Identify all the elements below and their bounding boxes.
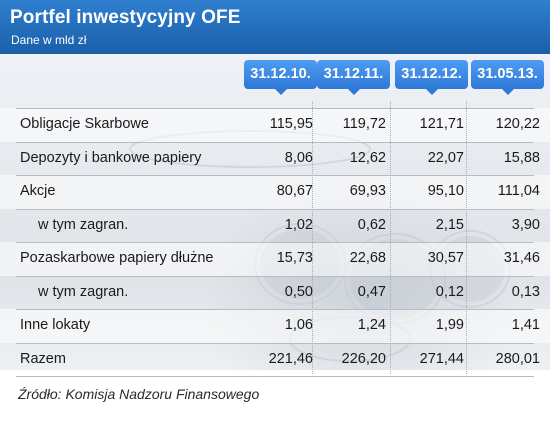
- table-cell: 221,46: [268, 350, 313, 367]
- table-cell: 0,13: [511, 283, 540, 300]
- table-cell: 119,72: [342, 116, 386, 132]
- table-cell: 280,01: [495, 350, 540, 367]
- table-cell: 0,12: [435, 283, 464, 300]
- column-separator: [390, 101, 391, 374]
- table-cell: 80,67: [276, 183, 313, 199]
- row-label: w tym zagran.: [38, 216, 129, 233]
- row-divider: [16, 208, 534, 210]
- row-divider: [16, 242, 534, 243]
- table-cell: 1,06: [284, 317, 313, 333]
- table-cell: 226,20: [341, 350, 386, 367]
- row-label: Pozaskarbowe papiery dłużne: [20, 250, 214, 266]
- table-cell: 22,07: [427, 149, 464, 166]
- chart-title: Portfel inwestycyjny OFE: [10, 7, 241, 28]
- table-cell: 12,62: [349, 149, 386, 166]
- row-label: Inne lokaty: [20, 317, 91, 333]
- row-band: [0, 242, 550, 276]
- table-cell: 0,47: [357, 283, 386, 300]
- table-cell: 8,06: [284, 149, 313, 166]
- table-cell: 22,68: [349, 250, 386, 266]
- row-divider: [16, 141, 534, 143]
- row-divider: [16, 342, 534, 344]
- table-cell: 69,93: [349, 183, 386, 199]
- row-band: [0, 309, 550, 343]
- column-header-label: 31.12.12.: [401, 66, 462, 82]
- column-separator: [312, 101, 313, 374]
- table-cell: 0,62: [357, 216, 386, 233]
- pointer-arrow: [275, 89, 287, 95]
- table-cell: 1,02: [284, 216, 313, 233]
- table-cell: 31,46: [503, 250, 540, 266]
- column-header-label: 31.12.11.: [323, 66, 384, 82]
- column-header: 31.12.12.: [395, 60, 468, 95]
- pointer-arrow: [426, 89, 438, 95]
- header-bar: Portfel inwestycyjny OFE Dane w mld zł: [0, 0, 550, 54]
- table-cell: 120,22: [495, 116, 540, 132]
- row-label: Depozyty i bankowe papiery: [20, 149, 202, 166]
- table-cell: 1,24: [357, 317, 386, 333]
- table-cell: 271,44: [419, 350, 464, 367]
- table-cell: 121,71: [419, 116, 464, 132]
- pointer-arrow: [348, 89, 360, 95]
- chart-subtitle: Dane w mld zł: [11, 33, 87, 47]
- table-cell: 15,88: [503, 149, 540, 166]
- column-header: 31.12.11.: [317, 60, 390, 95]
- source-note: Źródło: Komisja Nadzoru Finansowego: [18, 386, 260, 402]
- row-band: [0, 108, 550, 142]
- row-label: Razem: [20, 350, 66, 367]
- table-cell: 1,99: [435, 317, 464, 333]
- table-cell: 0,50: [284, 283, 313, 300]
- row-divider: [16, 309, 534, 310]
- column-header-label: 31.12.10.: [250, 66, 311, 82]
- table-cell: 95,10: [427, 183, 464, 199]
- table-cell: 1,41: [511, 317, 540, 333]
- column-header-label: 31.05.13.: [477, 66, 538, 82]
- row-band: [0, 175, 550, 209]
- column-header: 31.12.10.: [244, 60, 317, 95]
- row-divider: [16, 376, 534, 377]
- column-header: 31.05.13.: [471, 60, 544, 95]
- row-label: w tym zagran.: [38, 283, 129, 300]
- table-cell: 111,04: [497, 183, 540, 199]
- pointer-arrow: [502, 89, 514, 95]
- table-cell: 2,15: [435, 216, 464, 233]
- table-top-rule: [16, 108, 534, 109]
- row-label: Obligacje Skarbowe: [20, 116, 149, 132]
- table-cell: 3,90: [511, 216, 540, 233]
- row-divider: [16, 275, 534, 277]
- table-cell: 115,95: [269, 116, 313, 132]
- table-cell: 30,57: [427, 250, 464, 266]
- table-cell: 15,73: [276, 250, 313, 266]
- column-separator: [466, 101, 467, 374]
- row-label: Akcje: [20, 183, 56, 199]
- row-divider: [16, 175, 534, 176]
